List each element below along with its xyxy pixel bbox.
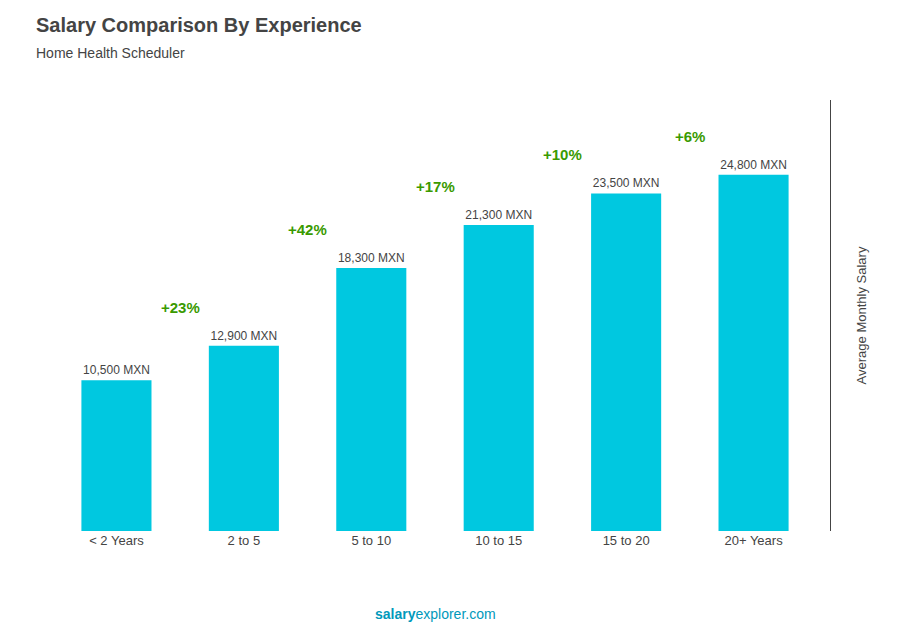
svg-text:12,900 MXN: 12,900 MXN <box>211 329 278 343</box>
svg-text:18,300 MXN: 18,300 MXN <box>338 251 405 265</box>
svg-text:Salary Comparison By Experienc: Salary Comparison By ExperienceHome Heal… <box>36 14 362 61</box>
svg-text:20+ Years: 20+ Years <box>724 533 783 548</box>
svg-text:5 to 10: 5 to 10 <box>351 533 391 548</box>
svg-text:+23%: +23% <box>161 299 200 316</box>
svg-text:2 to 5: 2 to 5 <box>228 533 261 548</box>
svg-text:+17%: +17% <box>416 178 455 195</box>
svg-text:salaryexplorer.com: salaryexplorer.com <box>375 606 496 622</box>
svg-text:10 to 15: 10 to 15 <box>475 533 522 548</box>
svg-text:15 to 20: 15 to 20 <box>603 533 650 548</box>
svg-text:Average Monthly Salary: Average Monthly Salary <box>854 246 869 384</box>
svg-text:+6%: +6% <box>675 128 705 145</box>
svg-text:+42%: +42% <box>288 221 327 238</box>
svg-text:< 2 Years: < 2 Years <box>89 533 144 548</box>
svg-text:+10%: +10% <box>543 146 582 163</box>
svg-text:23,500 MXN: 23,500 MXN <box>593 176 660 190</box>
svg-text:21,300 MXN: 21,300 MXN <box>465 208 532 222</box>
svg-text:10,500 MXN: 10,500 MXN <box>83 363 150 377</box>
svg-text:24,800 MXN: 24,800 MXN <box>720 158 787 172</box>
